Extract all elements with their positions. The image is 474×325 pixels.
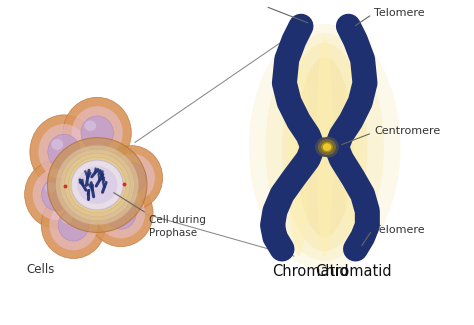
- Ellipse shape: [33, 169, 81, 220]
- Ellipse shape: [344, 38, 363, 256]
- Ellipse shape: [55, 145, 138, 225]
- Ellipse shape: [72, 106, 123, 160]
- Ellipse shape: [84, 121, 96, 131]
- Text: Chromatid: Chromatid: [315, 264, 392, 279]
- Ellipse shape: [77, 166, 117, 204]
- Text: Chromatid: Chromatid: [272, 264, 349, 279]
- Ellipse shape: [71, 160, 123, 210]
- Ellipse shape: [30, 115, 98, 189]
- Ellipse shape: [109, 202, 120, 212]
- Ellipse shape: [117, 162, 146, 193]
- Ellipse shape: [62, 214, 73, 224]
- Ellipse shape: [25, 160, 89, 228]
- Ellipse shape: [296, 57, 353, 237]
- Text: Cells: Cells: [26, 263, 55, 276]
- Ellipse shape: [73, 161, 121, 209]
- Text: Centromere: Centromere: [374, 126, 441, 136]
- Ellipse shape: [89, 180, 153, 247]
- Ellipse shape: [49, 201, 98, 250]
- Ellipse shape: [288, 38, 309, 256]
- Ellipse shape: [109, 154, 155, 202]
- Ellipse shape: [318, 139, 336, 155]
- Ellipse shape: [323, 143, 331, 151]
- Ellipse shape: [120, 167, 131, 176]
- Ellipse shape: [282, 43, 367, 251]
- Ellipse shape: [315, 136, 339, 158]
- Ellipse shape: [51, 139, 63, 150]
- Ellipse shape: [106, 198, 136, 229]
- Ellipse shape: [321, 142, 333, 152]
- Text: Telomere: Telomere: [374, 8, 425, 18]
- Ellipse shape: [63, 97, 131, 168]
- Ellipse shape: [101, 146, 163, 210]
- Ellipse shape: [47, 137, 147, 232]
- Ellipse shape: [68, 157, 126, 213]
- Ellipse shape: [314, 137, 340, 157]
- Ellipse shape: [265, 33, 384, 261]
- Ellipse shape: [64, 153, 130, 217]
- Ellipse shape: [42, 178, 72, 211]
- Ellipse shape: [38, 124, 90, 180]
- Ellipse shape: [81, 116, 113, 150]
- Text: Telomere: Telomere: [374, 225, 425, 235]
- Ellipse shape: [97, 188, 145, 238]
- Ellipse shape: [316, 38, 333, 256]
- Ellipse shape: [249, 24, 401, 270]
- Ellipse shape: [60, 149, 135, 221]
- Text: Chromosome: Chromosome: [219, 0, 307, 4]
- Ellipse shape: [48, 134, 80, 169]
- Ellipse shape: [45, 183, 56, 193]
- Ellipse shape: [41, 192, 106, 258]
- Ellipse shape: [58, 210, 89, 241]
- Text: Cell during
Prophase: Cell during Prophase: [149, 215, 206, 238]
